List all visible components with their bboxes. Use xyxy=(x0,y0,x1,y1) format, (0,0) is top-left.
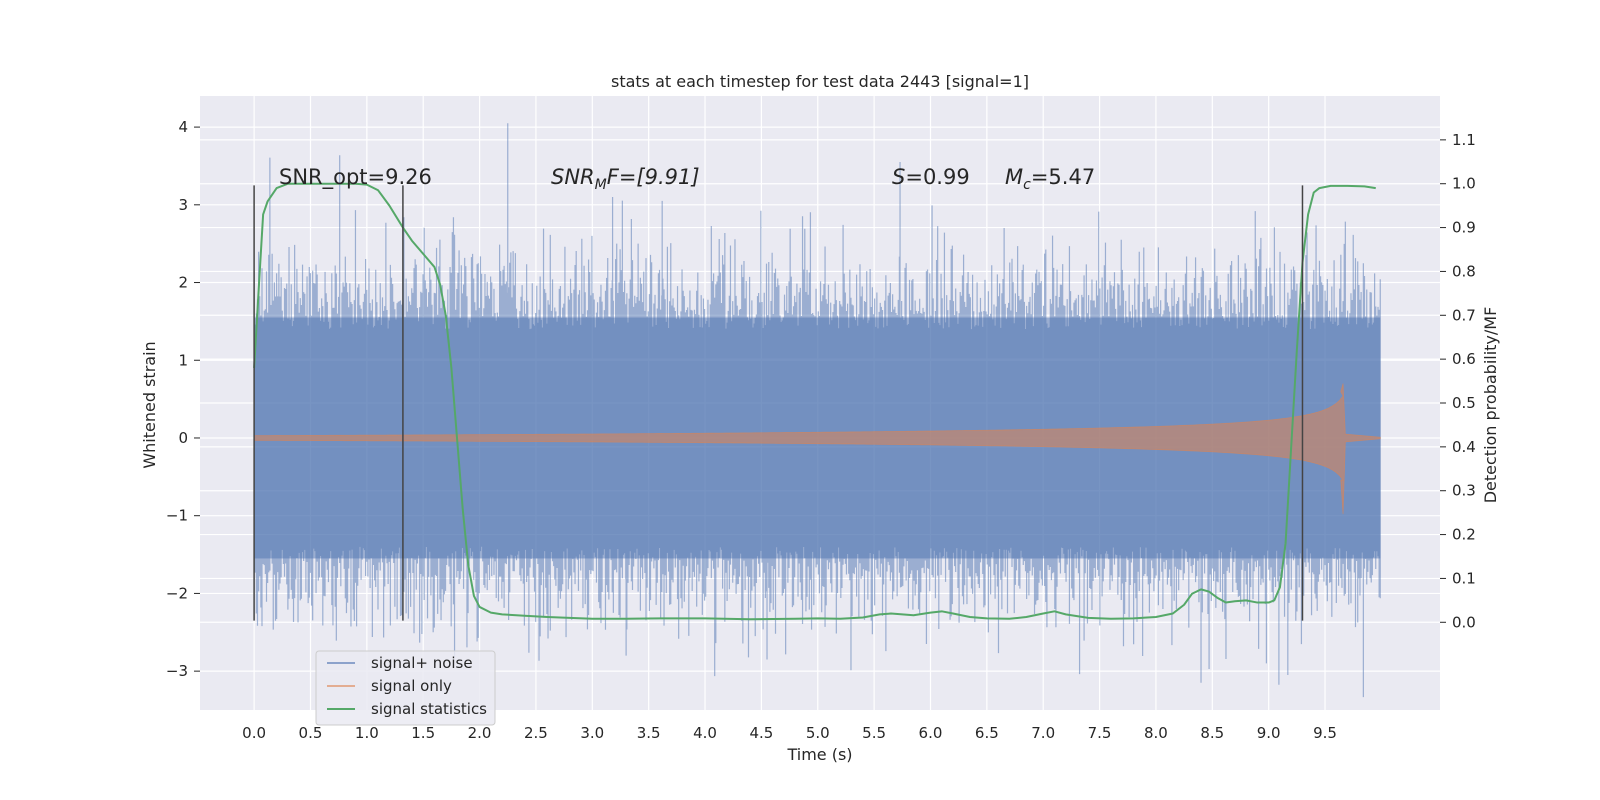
y-left-tick-label: 1 xyxy=(178,351,188,369)
x-tick-label: 6.0 xyxy=(919,724,943,742)
x-tick-label: 8.5 xyxy=(1200,724,1224,742)
annotation-snr-mf: SNRMF=[9.91] xyxy=(551,165,700,193)
y-left-tick-label: −3 xyxy=(166,662,188,680)
y-right-tick-label: 1.0 xyxy=(1452,175,1476,193)
y-right-tick-label: 0.3 xyxy=(1452,482,1476,500)
y-right-tick-label: 1.1 xyxy=(1452,131,1476,149)
legend-label-signal-noise: signal+ noise xyxy=(371,654,473,672)
signal-only-series xyxy=(253,383,1381,515)
x-tick-label: 9.5 xyxy=(1313,724,1337,742)
x-tick-label: 7.0 xyxy=(1031,724,1055,742)
y-right-tick-label: 0.1 xyxy=(1452,569,1476,587)
signal-statistics-series xyxy=(253,182,1376,621)
y-right-tick-label: 0.4 xyxy=(1452,438,1476,456)
y-axis-left-label: Whitened strain xyxy=(140,341,159,468)
annotation-snr-mf-suffix: F=[9.91] xyxy=(607,165,700,189)
annotation-s: S=0.99 xyxy=(892,165,970,189)
x-tick-label: 3.5 xyxy=(637,724,661,742)
y-right-tick-label: 0.7 xyxy=(1452,306,1476,324)
y-left-tick-label: −2 xyxy=(166,584,188,602)
y-right-tick-label: 0.9 xyxy=(1452,219,1476,237)
annotation-snr-mf-sub: M xyxy=(595,177,607,193)
x-tick-label: 6.5 xyxy=(975,724,999,742)
y-left-tick-label: 4 xyxy=(178,118,188,136)
y-left-tick-label: 3 xyxy=(178,196,188,214)
x-tick-label: 0.5 xyxy=(299,724,323,742)
y-left-tick-label: 0 xyxy=(178,429,188,447)
x-tick-label: 1.5 xyxy=(411,724,435,742)
y-right-tick-label: 0.0 xyxy=(1452,613,1476,631)
y-left-tick-label: −1 xyxy=(166,507,188,525)
annotation-s-value: =0.99 xyxy=(905,165,969,189)
x-tick-label: 2.0 xyxy=(468,724,492,742)
annotation-mc-prefix: M xyxy=(1005,165,1023,189)
x-tick-label: 1.0 xyxy=(355,724,379,742)
y-axis-right-label: Detection probability/MF xyxy=(1481,307,1500,504)
legend: signal+ noise signal only signal statist… xyxy=(315,650,496,726)
x-tick-label: 5.5 xyxy=(862,724,886,742)
x-axis-label: Time (s) xyxy=(786,745,852,764)
annotation-snr-mf-prefix: SNR xyxy=(551,165,595,189)
x-tick-label: 2.5 xyxy=(524,724,548,742)
annotation-mc: Mc=5.47 xyxy=(1005,165,1095,193)
annotation-s-prefix: S xyxy=(892,165,905,189)
x-tick-label: 4.0 xyxy=(693,724,717,742)
x-tick-label: 3.0 xyxy=(580,724,604,742)
y-axis-right-ticks: 0.0 0.1 0.2 0.3 0.4 0.5 0.6 0.7 0.8 0.9 1.0 1.1 xyxy=(1440,131,1476,631)
x-tick-label: 8.0 xyxy=(1144,724,1168,742)
y-right-tick-label: 0.2 xyxy=(1452,526,1476,544)
chirp-waveform xyxy=(253,383,1381,515)
y-right-tick-label: 0.5 xyxy=(1452,394,1476,412)
legend-label-signal-only: signal only xyxy=(371,677,452,695)
x-tick-label: 7.5 xyxy=(1088,724,1112,742)
chart-title: stats at each timestep for test data 244… xyxy=(611,72,1029,91)
x-axis-ticks: 0.0 0.5 1.0 1.5 2.0 2.5 3.0 3.5 4.0 4.5 5.0 5.5 6.0 6… xyxy=(242,724,1337,742)
y-right-tick-label: 0.8 xyxy=(1452,262,1476,280)
x-tick-label: 5.0 xyxy=(806,724,830,742)
annotation-mc-value: =5.47 xyxy=(1031,165,1095,189)
x-tick-label: 9.0 xyxy=(1257,724,1281,742)
annotation-snr-opt: SNR_opt=9.26 xyxy=(279,165,432,190)
y-left-tick-label: 2 xyxy=(178,274,188,292)
y-axis-left-ticks: −3 −2 −1 0 1 2 3 4 xyxy=(166,118,200,680)
legend-box xyxy=(315,650,496,726)
annotation-mc-sub: c xyxy=(1023,177,1031,193)
vertical-markers xyxy=(253,185,1304,621)
x-tick-label: 0.0 xyxy=(242,724,266,742)
statistics-line xyxy=(253,182,1376,621)
legend-label-signal-statistics: signal statistics xyxy=(371,700,487,718)
y-right-tick-label: 0.6 xyxy=(1452,350,1476,368)
x-tick-label: 4.5 xyxy=(749,724,773,742)
